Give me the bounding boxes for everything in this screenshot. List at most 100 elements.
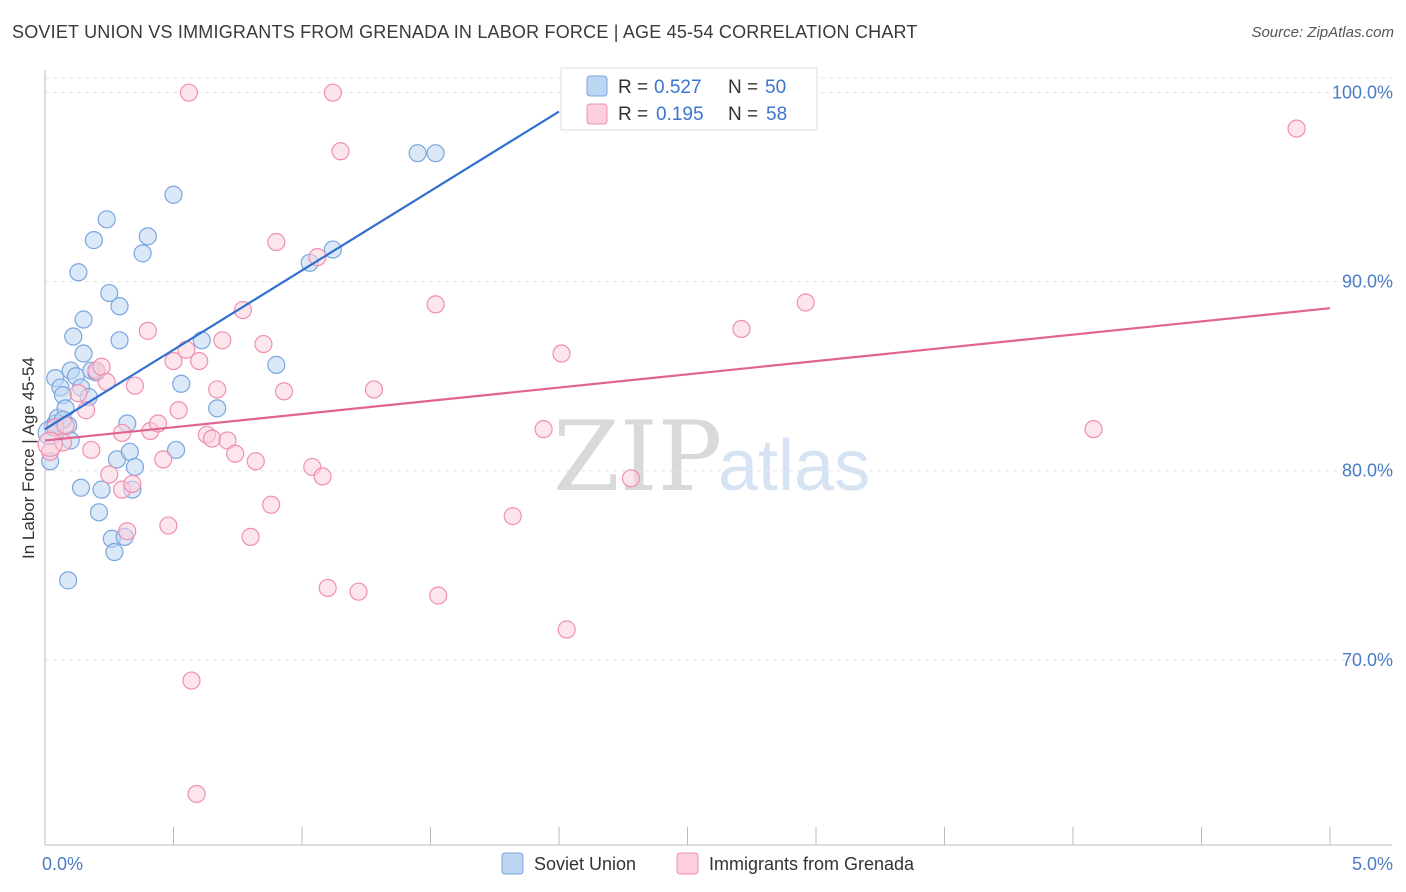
data-point	[534, 420, 553, 439]
x-tick-label: 0.0%	[42, 854, 83, 874]
data-point	[118, 522, 137, 541]
bottom-legend-label-grenada: Immigrants from Grenada	[709, 854, 915, 874]
data-point	[503, 506, 522, 526]
data-point	[159, 516, 178, 535]
data-point	[262, 495, 281, 514]
legend-n-label-1: N =	[728, 77, 758, 98]
top-legend: R = 0.527 N = 50 R = 0.195 N = 58	[560, 67, 818, 131]
data-point	[732, 319, 751, 339]
data-point	[187, 784, 206, 804]
data-point	[138, 227, 157, 246]
data-point	[202, 429, 222, 448]
trend-line	[44, 307, 1331, 442]
data-point	[182, 671, 201, 690]
x-tick-label: 5.0%	[1352, 854, 1393, 874]
data-point	[100, 283, 119, 303]
data-point	[69, 263, 88, 282]
legend-n-value-1: 50	[765, 77, 786, 98]
data-point	[274, 382, 294, 401]
data-point	[138, 321, 157, 340]
data-point	[246, 452, 265, 471]
y-tick-labels: 70.0% 80.0% 90.0% 100.0%	[1332, 83, 1393, 670]
data-point	[172, 374, 191, 393]
data-point	[621, 469, 641, 488]
data-point	[213, 331, 232, 350]
data-point	[241, 527, 260, 546]
data-point	[254, 334, 273, 354]
data-point	[125, 457, 145, 477]
series-soviet-union-points	[37, 144, 445, 590]
data-point	[125, 376, 145, 395]
chart-title: SOVIET UNION VS IMMIGRANTS FROM GRENADA …	[12, 22, 918, 42]
data-point	[313, 467, 332, 486]
legend-n-value-2: 58	[766, 104, 787, 125]
data-point	[123, 474, 142, 494]
data-point	[208, 399, 227, 418]
legend-r-label-1: R =	[618, 77, 648, 98]
data-point	[105, 542, 124, 562]
data-point	[796, 293, 815, 312]
y-tick-label: 70.0%	[1342, 650, 1393, 670]
data-point	[429, 586, 448, 605]
data-point	[74, 310, 93, 329]
data-point	[364, 380, 384, 399]
y-tick-label: 80.0%	[1342, 461, 1393, 481]
x-tick-labels: 0.0% 5.0%	[42, 854, 1393, 874]
data-point	[89, 503, 109, 522]
data-point	[323, 83, 342, 102]
bottom-legend: Soviet Union Immigrants from Grenada	[501, 852, 915, 875]
data-point	[164, 351, 183, 371]
data-point	[552, 344, 571, 363]
data-point	[120, 442, 139, 461]
data-point	[84, 231, 103, 250]
data-point	[331, 142, 350, 161]
trend-lines	[44, 110, 1331, 442]
data-point	[74, 344, 93, 363]
data-point	[190, 351, 209, 371]
data-point	[349, 582, 368, 601]
data-point	[92, 357, 111, 376]
data-point	[426, 295, 445, 314]
grid-lines	[45, 77, 1392, 661]
bottom-legend-swatch-grenada	[676, 852, 699, 875]
data-point	[154, 450, 173, 469]
data-point	[557, 620, 576, 639]
data-point	[208, 380, 227, 399]
data-point	[267, 232, 286, 252]
data-point	[426, 144, 445, 163]
y-axis-label: In Labor Force | Age 45-54	[19, 357, 38, 559]
legend-swatch-grenada	[586, 103, 608, 125]
data-point-cluster	[37, 431, 63, 457]
watermark-zip: ZIP	[553, 401, 722, 513]
data-point	[166, 440, 186, 460]
y-tick-label: 100.0%	[1332, 83, 1393, 103]
data-point	[100, 465, 119, 484]
series-grenada-points	[37, 83, 1306, 804]
data-point	[192, 331, 211, 350]
data-point	[92, 480, 111, 499]
data-point	[82, 440, 101, 460]
data-point	[169, 401, 188, 420]
data-point	[64, 327, 83, 346]
data-point	[233, 300, 252, 320]
data-point	[226, 444, 245, 463]
data-point	[1084, 420, 1103, 439]
data-point	[179, 83, 199, 102]
watermark: ZIP atlas	[553, 401, 870, 513]
legend-r-label-2: R =	[618, 104, 648, 125]
data-point	[71, 478, 91, 497]
legend-swatch-soviet-union	[586, 75, 608, 97]
data-point	[408, 144, 427, 163]
data-point	[110, 297, 129, 316]
watermark-atlas: atlas	[718, 426, 870, 506]
source-label: Source: ZipAtlas.com	[1251, 24, 1394, 41]
data-point	[59, 571, 78, 590]
data-point	[164, 185, 183, 204]
legend-r-value-2: 0.195	[656, 104, 704, 125]
data-point	[69, 384, 88, 403]
legend-r-value-1: 0.527	[654, 77, 702, 98]
data-point	[110, 331, 129, 350]
bottom-legend-label-soviet-union: Soviet Union	[534, 854, 636, 874]
legend-n-label-2: N =	[728, 104, 758, 125]
